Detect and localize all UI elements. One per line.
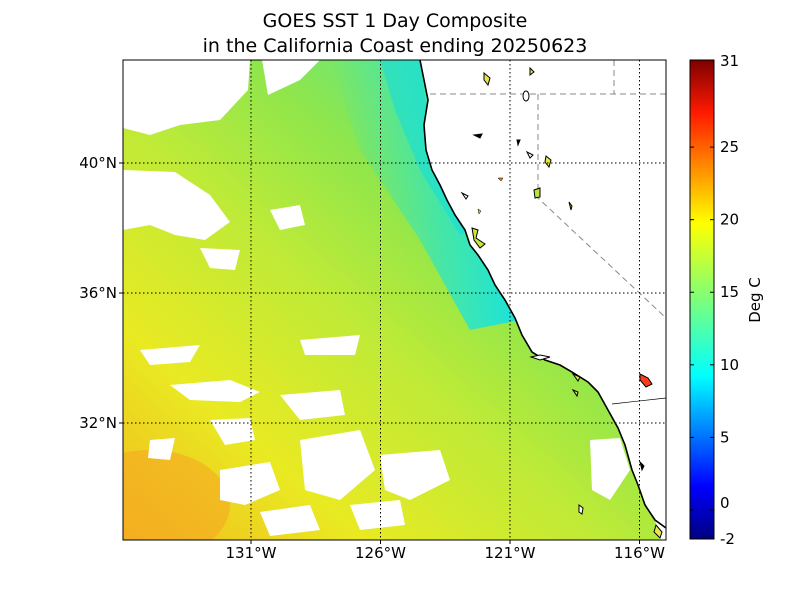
lon-label: 126°W <box>355 544 406 562</box>
colorbar-tick-label: 25 <box>720 138 739 156</box>
lon-label: 116°W <box>614 544 665 562</box>
lon-label: 131°W <box>226 544 277 562</box>
colorbar-tick-label: 0 <box>720 494 730 512</box>
upwelling-band <box>330 60 520 330</box>
state-borders <box>430 60 666 319</box>
colorbar-tick-label: 15 <box>720 283 739 301</box>
longitude-labels: 131°W 126°W 121°W 116°W <box>226 540 665 562</box>
lat-label: 32°N <box>79 414 117 432</box>
lakes <box>460 66 663 539</box>
colorbar-tick-label: 20 <box>720 211 739 229</box>
map-area <box>123 60 666 540</box>
coastline <box>419 60 666 529</box>
colorbar-ticks: 31 25 20 15 10 5 0 -2 <box>690 52 739 548</box>
colorbar-tick-label: 10 <box>720 356 739 374</box>
map-frame <box>122 59 667 541</box>
map-title: GOES SST 1 Day Composite <box>262 10 528 32</box>
graticule <box>123 60 666 540</box>
colorbar-tick-label: 31 <box>720 52 739 70</box>
latitude-labels: 40°N 36°N 32°N <box>79 154 123 432</box>
lat-label: 40°N <box>79 154 117 172</box>
lat-label: 36°N <box>79 284 117 302</box>
colorbar-tick-label: -2 <box>720 530 735 548</box>
cloud-gaps <box>123 60 630 536</box>
colorbar-label: Deg C <box>746 277 764 323</box>
lon-label: 121°W <box>485 544 536 562</box>
land-mass <box>420 60 666 540</box>
colorbar <box>689 59 715 540</box>
map-subtitle: in the California Coast ending 20250623 <box>202 35 588 57</box>
colorbar-tick-label: 5 <box>720 428 730 446</box>
